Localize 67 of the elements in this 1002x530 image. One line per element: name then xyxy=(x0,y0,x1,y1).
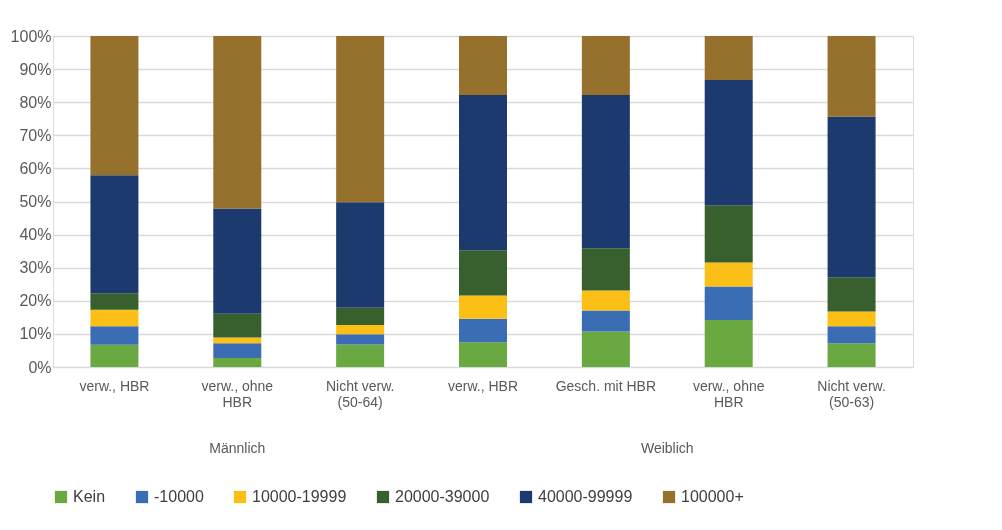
x-tick-label: verw., HBR xyxy=(79,377,150,394)
x-tick-label: Nicht verw. (50-63) xyxy=(817,377,886,410)
bar xyxy=(213,208,262,314)
bar xyxy=(704,286,753,320)
x-tick-label: verw., ohne HBR xyxy=(201,377,274,410)
bar xyxy=(581,331,630,367)
bar xyxy=(90,36,139,176)
bar xyxy=(336,344,385,367)
bar xyxy=(827,343,876,367)
x-tick-label: Gesch. mit HBR xyxy=(555,377,657,394)
legend-label: Kein xyxy=(73,488,106,505)
bar xyxy=(459,295,507,319)
bar xyxy=(213,36,262,209)
bar xyxy=(336,334,385,345)
bar xyxy=(90,309,139,327)
bar xyxy=(581,94,630,249)
bar xyxy=(459,94,507,251)
bar xyxy=(827,277,876,312)
bar xyxy=(336,307,385,325)
bar xyxy=(827,36,876,117)
legend-label: 20000-39000 xyxy=(395,488,490,505)
bar xyxy=(459,318,507,343)
y-tick-label: 100% xyxy=(10,27,52,45)
bar xyxy=(704,320,753,367)
legend-label: -10000 xyxy=(154,488,204,505)
y-tick-label: 0% xyxy=(28,358,52,376)
bar xyxy=(704,36,753,81)
y-tick-label: 60% xyxy=(19,159,52,177)
text: Weiblich xyxy=(640,440,694,456)
bar xyxy=(581,290,630,311)
y-tick-label: 10% xyxy=(19,325,52,343)
bar xyxy=(827,326,876,344)
bar xyxy=(459,250,507,296)
y-tick-label: 90% xyxy=(19,60,52,78)
bar xyxy=(213,313,262,338)
y-tick-label: 70% xyxy=(19,126,52,144)
bar xyxy=(459,342,507,367)
y-tick-label: 80% xyxy=(19,93,52,111)
bar xyxy=(336,36,385,203)
bar xyxy=(704,80,753,206)
bar xyxy=(827,116,876,278)
bar xyxy=(90,293,139,310)
bar xyxy=(90,326,139,345)
y-tick-label: 30% xyxy=(19,259,52,277)
text: Männlich xyxy=(209,440,266,456)
y-tick-label: 20% xyxy=(19,292,52,310)
x-tick-label: verw., ohne HBR xyxy=(692,377,765,410)
bar xyxy=(827,311,876,327)
x-tick-label: verw., HBR xyxy=(447,377,519,394)
legend-label: 10000-19999 xyxy=(252,488,347,505)
bar xyxy=(459,36,507,95)
bar xyxy=(336,324,385,335)
y-tick-label: 50% xyxy=(19,193,52,210)
bar xyxy=(213,358,262,367)
bar xyxy=(581,36,630,95)
legend-label: 40000-99999 xyxy=(538,488,633,505)
bar xyxy=(90,344,139,367)
bar xyxy=(581,310,630,332)
bar xyxy=(704,205,753,263)
y-tick-label: 40% xyxy=(19,226,52,244)
bar xyxy=(336,202,385,308)
bar xyxy=(90,175,139,294)
bar xyxy=(704,262,753,287)
x-tick-label: Nicht verw. (50-64) xyxy=(325,377,395,410)
bar xyxy=(213,343,262,359)
legend-label: 100000+ xyxy=(681,488,744,505)
bar xyxy=(581,248,630,291)
